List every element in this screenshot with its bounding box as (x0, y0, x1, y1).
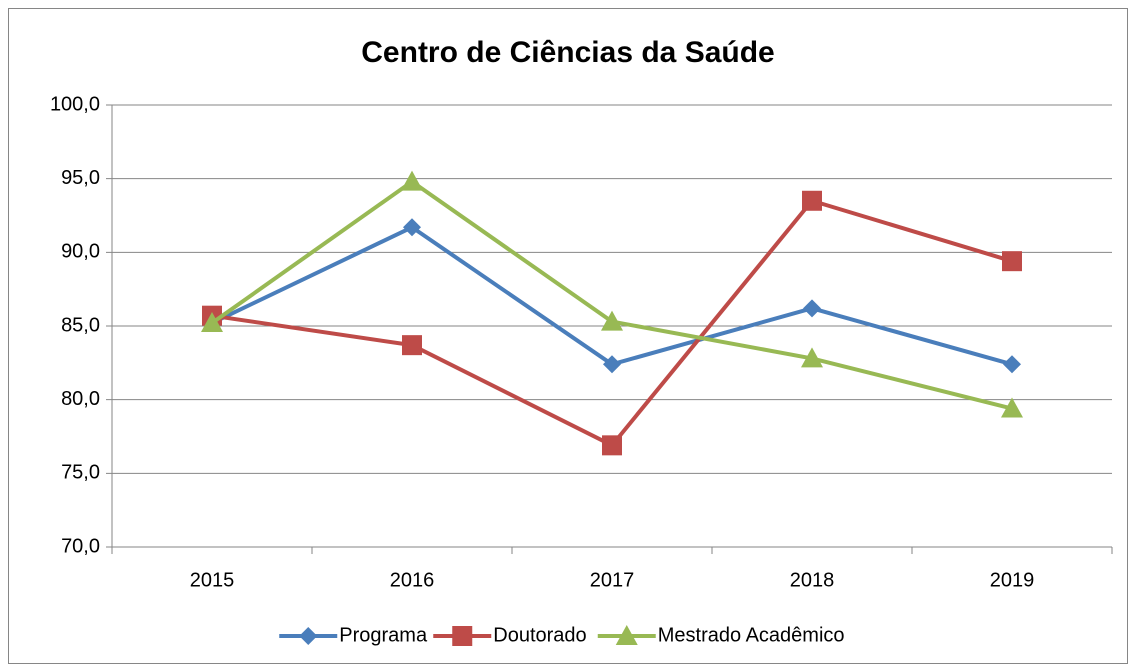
marker (1001, 397, 1023, 418)
marker (615, 625, 638, 645)
y-tick-label: 75,0 (61, 462, 100, 484)
marker (803, 299, 821, 318)
marker (602, 435, 622, 456)
marker (402, 335, 422, 356)
y-tick-label: 90,0 (61, 241, 100, 263)
x-tick-label: 2016 (390, 569, 435, 591)
marker (452, 626, 473, 646)
marker (201, 312, 223, 333)
chart-title: Centro de Ciências da Saúde (361, 36, 774, 69)
marker (601, 310, 623, 331)
y-tick-label: 85,0 (61, 314, 100, 336)
y-tick-label: 100,0 (50, 93, 100, 115)
marker (401, 170, 423, 191)
legend-label: Doutorado (493, 624, 586, 646)
marker (1002, 251, 1022, 272)
y-tick-label: 70,0 (61, 535, 100, 557)
y-tick-label: 80,0 (61, 388, 100, 410)
legend-label: Programa (339, 624, 428, 646)
x-tick-label: 2015 (190, 569, 235, 591)
marker (299, 627, 318, 645)
marker (1003, 355, 1021, 374)
x-tick-label: 2017 (590, 569, 635, 591)
marker (603, 355, 621, 374)
marker (403, 218, 421, 237)
marker (801, 347, 823, 368)
y-tick-label: 95,0 (61, 167, 100, 189)
x-tick-label: 2019 (990, 569, 1035, 591)
legend-label: Mestrado Acadêmico (658, 624, 845, 646)
x-tick-label: 2018 (790, 569, 835, 591)
marker (802, 190, 822, 211)
